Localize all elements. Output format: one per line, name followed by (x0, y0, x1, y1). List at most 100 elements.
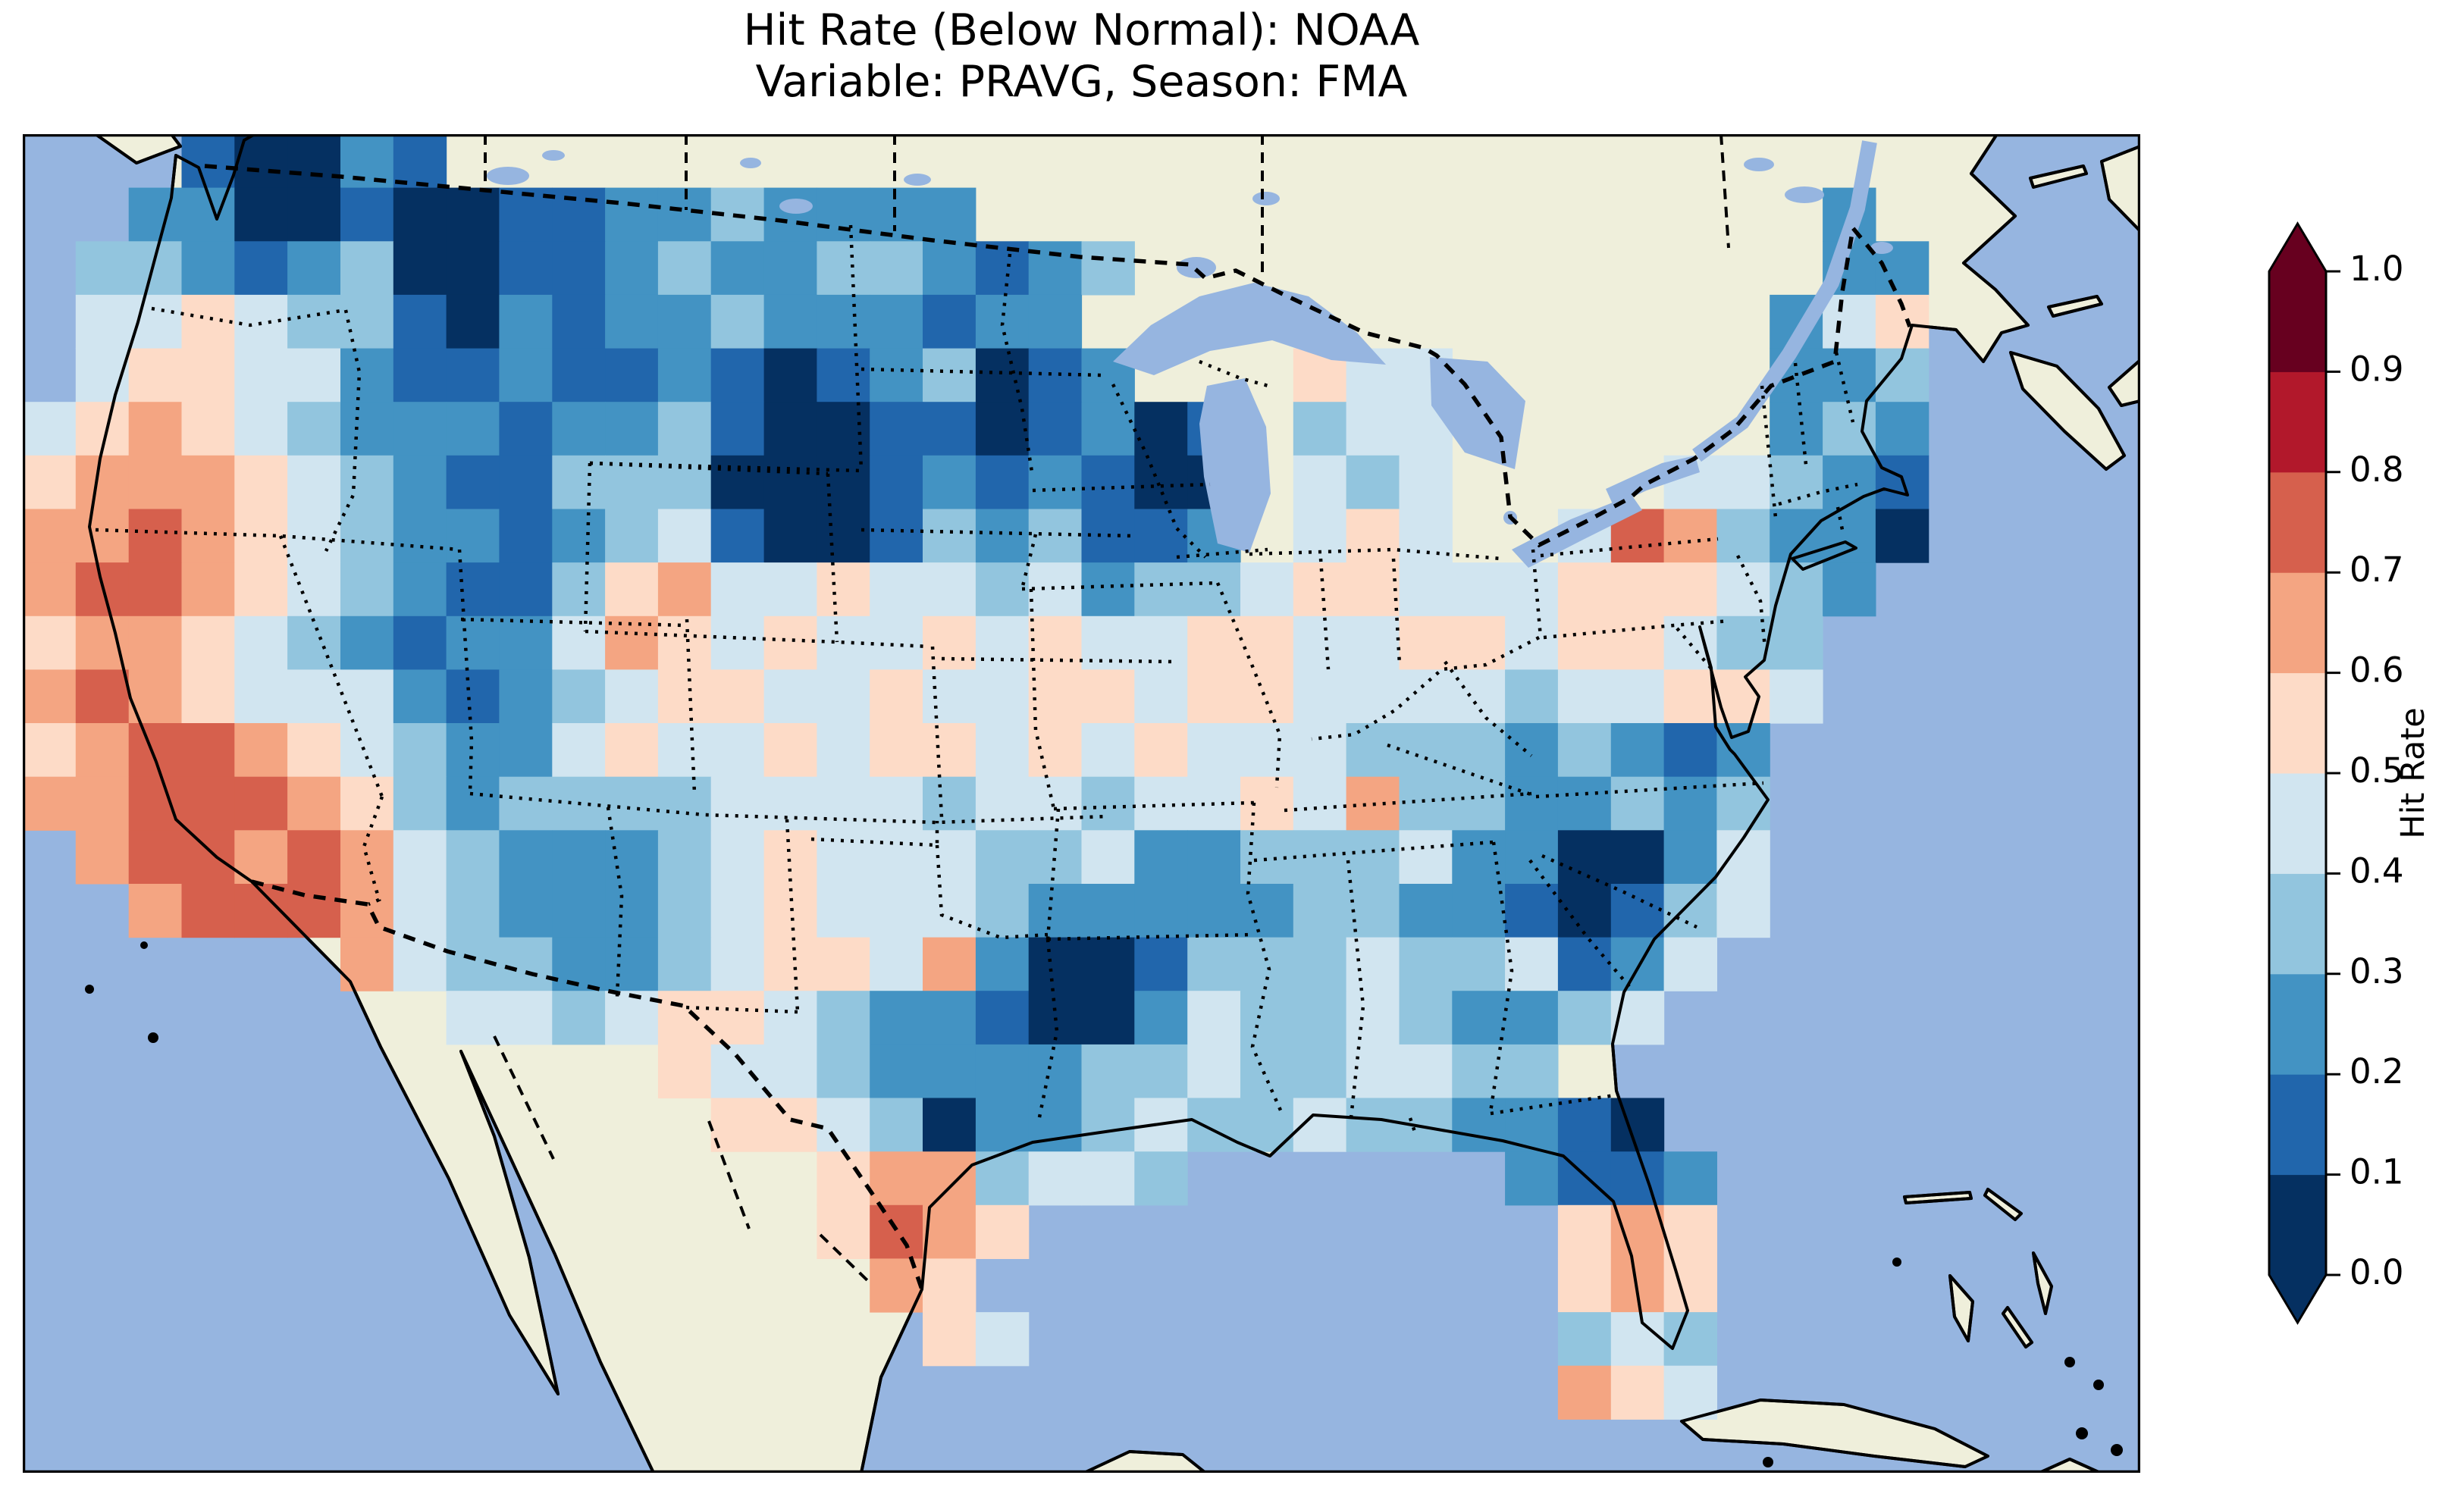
heatmap-cell (1293, 937, 1347, 991)
heatmap-cell (1134, 669, 1188, 724)
heatmap-cell (870, 884, 923, 938)
heatmap-cell (1770, 615, 1823, 670)
small-island (1763, 1457, 1773, 1467)
heatmap-cell (75, 294, 130, 349)
heatmap-cell (1452, 669, 1506, 724)
heatmap-cell (657, 241, 712, 296)
heatmap-cell (657, 937, 712, 991)
heatmap-cell (340, 669, 394, 724)
state-border-ky-va (1387, 743, 1534, 797)
heatmap-cell (393, 776, 447, 831)
heatmap-cell (923, 1204, 977, 1259)
heatmap-cell (1557, 1098, 1612, 1152)
heatmap-cell (499, 669, 553, 724)
heatmap-cell (1187, 830, 1241, 885)
heatmap-cell (710, 402, 765, 456)
colorbar-tick-label: 0.7 (2350, 550, 2404, 590)
heatmap-cell (817, 884, 870, 938)
heatmap-cell (923, 669, 977, 724)
heatmap-cell (1346, 615, 1400, 670)
canada-lake (1785, 186, 1824, 203)
colorbar-tick-label: 0.0 (2350, 1252, 2404, 1292)
heatmap-cell (128, 509, 183, 563)
abaco-island-coastline (1983, 1188, 2023, 1221)
mexico-state-border-2 (707, 1120, 751, 1229)
heatmap-cell (1505, 615, 1559, 670)
heatmap-cell (128, 776, 183, 831)
heatmap-cell (234, 615, 288, 670)
colorbar-gradient (2269, 224, 2326, 1323)
heatmap-cell (657, 723, 712, 778)
heatmap-cell (817, 402, 870, 456)
colorbar-tick-label: 0.5 (2350, 750, 2404, 791)
heatmap-cell (1770, 402, 1823, 456)
heatmap-cell (605, 991, 659, 1045)
heatmap-cell (870, 615, 923, 670)
heatmap-cell (446, 830, 500, 885)
heatmap-cell (1823, 402, 1876, 456)
heatmap-cell (340, 187, 394, 242)
state-border-ct-ri (1835, 506, 1845, 531)
heatmap-cell (287, 134, 341, 189)
chart-title-line1: Hit Rate (Below Normal): NOAA (743, 5, 1420, 55)
heatmap-cell (1557, 615, 1612, 670)
heatmap-cell (1028, 1151, 1083, 1206)
heatmap-cell (340, 615, 394, 670)
heatmap-cell (870, 509, 923, 563)
heatmap-cell (128, 884, 183, 938)
heatmap-cell (1823, 294, 1876, 349)
heatmap-cell (1081, 241, 1135, 296)
heatmap-cell (1557, 991, 1612, 1045)
grand-bahama-coastline (1903, 1191, 1973, 1204)
heatmap-cell (657, 884, 712, 938)
heatmap-cell (923, 348, 977, 402)
colorbar-tick-label: 0.3 (2350, 951, 2404, 991)
heatmap-cell (1875, 509, 1930, 563)
state-border-az-nm (606, 807, 624, 998)
heatmap-cell (340, 241, 394, 296)
heatmap-cell (763, 455, 817, 509)
heatmap-cell (1399, 884, 1453, 938)
state-border-mo-ar (1053, 800, 1255, 811)
canada-lake (1252, 192, 1280, 205)
heatmap-cell (1452, 615, 1506, 670)
heatmap-cell (181, 723, 235, 778)
heatmap-cell (75, 723, 130, 778)
heatmap-cell (605, 241, 659, 296)
state-border-ca-nv (278, 535, 384, 797)
eleuthera-island-coastline (2032, 1251, 2053, 1315)
heatmap-cell (1505, 1151, 1559, 1206)
heatmap-cell (710, 830, 765, 885)
map-frame (23, 134, 2140, 1473)
colorbar-segment (2269, 471, 2326, 573)
heatmap-cell (1452, 991, 1506, 1045)
heatmap-cell (975, 937, 1030, 991)
heatmap-cell (1081, 402, 1135, 456)
heatmap-cell (1557, 1312, 1612, 1367)
heatmap-cell (499, 241, 553, 296)
heatmap-cell (23, 562, 77, 617)
heatmap-cell (1505, 830, 1559, 885)
heatmap-cell (817, 1098, 870, 1152)
canada-lake (1744, 158, 1774, 171)
colorbar-tick-label: 0.9 (2350, 349, 2404, 389)
heatmap-cell (1663, 669, 1717, 724)
heatmap-cell (499, 562, 553, 617)
heatmap-cell (763, 991, 817, 1045)
heatmap-cell (181, 884, 235, 938)
heatmap-cell (1663, 776, 1717, 831)
heatmap-cell (499, 723, 553, 778)
heatmap-cell (181, 241, 235, 296)
heatmap-cell (763, 187, 817, 242)
heatmap-cell (1663, 937, 1717, 991)
heatmap-cell (340, 830, 394, 885)
state-border-ohio-river (1311, 635, 1541, 741)
heatmap-cell (1134, 937, 1188, 991)
heatmap-cell (1716, 669, 1770, 724)
heatmap-cell (1346, 509, 1400, 563)
heatmap-cell (234, 509, 288, 563)
heatmap-cell (710, 991, 765, 1045)
heatmap-cell (870, 937, 923, 991)
heatmap-cell (446, 562, 500, 617)
colorbar-segment (2269, 973, 2326, 1075)
